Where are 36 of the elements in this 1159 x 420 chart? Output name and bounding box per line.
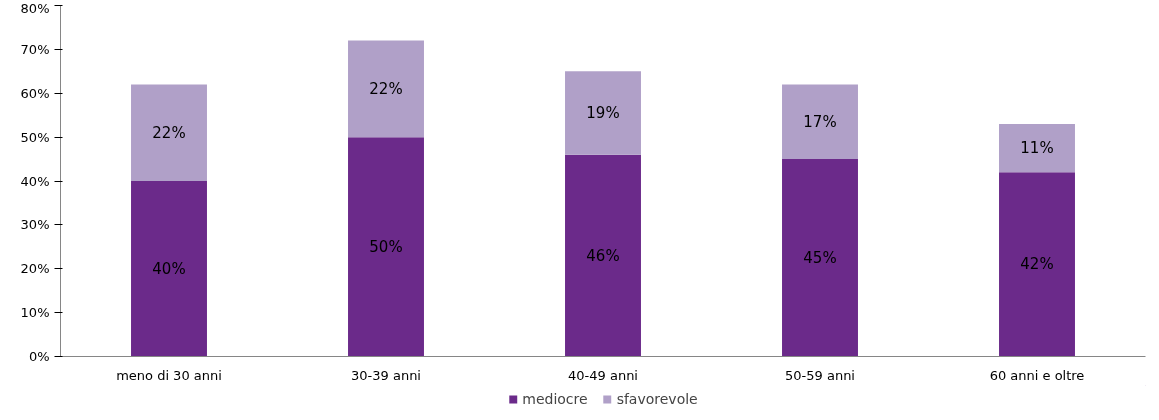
bar [782,84,858,160]
legend-label: mediocre [522,391,588,407]
data-label: 45% [803,248,837,267]
bar [782,159,858,357]
bar [565,71,641,155]
y-tick-label: 20% [20,261,50,277]
data-label: 19% [586,103,620,122]
bar [348,40,424,138]
data-label: 40% [152,259,186,278]
y-tick-label: 50% [20,129,50,145]
x-tick-label: 50-59 anni [785,367,855,383]
data-label: 50% [369,237,403,256]
bar [565,154,641,357]
x-tick-label: 30-39 anni [351,367,421,383]
data-label: 42% [1020,255,1054,274]
data-label: 11% [1020,139,1054,158]
bar [999,123,1075,173]
bar [131,84,207,181]
data-label: 22% [152,123,186,142]
y-tick-label: 40% [20,173,50,189]
x-tick-label: 40-49 anni [568,367,638,383]
y-tick-label: 70% [20,41,50,57]
y-tick-label: 10% [20,305,50,321]
data-label: 17% [803,112,837,131]
legend-label: sfavorevole [616,391,698,407]
data-label: 46% [586,246,620,265]
bar [348,137,424,357]
y-tick-label: 0% [28,349,50,364]
y-tick-label: 30% [20,217,50,233]
bar [999,172,1075,357]
data-label: 22% [369,79,403,98]
x-tick-label: meno di 30 anni [116,367,222,383]
x-tick-label: 60 anni e oltre [989,367,1085,383]
y-tick-label: 80% [20,0,50,16]
y-tick-label: 60% [20,85,50,101]
bar [131,181,207,357]
